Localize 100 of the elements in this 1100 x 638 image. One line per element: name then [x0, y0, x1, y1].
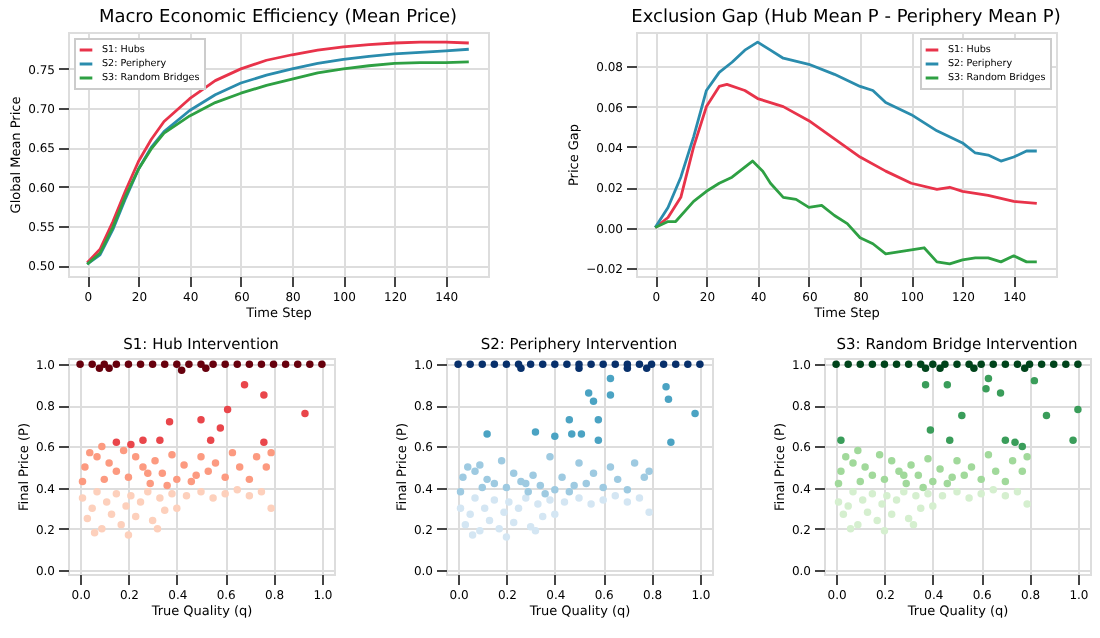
- point: [958, 411, 966, 420]
- point: [546, 496, 554, 504]
- point: [878, 500, 886, 508]
- point: [854, 520, 862, 529]
- point: [926, 426, 935, 434]
- point: [88, 360, 96, 368]
- point: [1062, 360, 1070, 368]
- point: [466, 510, 474, 519]
- point: [100, 475, 109, 484]
- point: [943, 381, 952, 389]
- point: [1023, 500, 1031, 508]
- point: [842, 453, 850, 461]
- point: [98, 442, 106, 451]
- point: [197, 487, 205, 496]
- line-series: [653, 83, 1039, 229]
- point: [245, 360, 254, 368]
- point: [293, 360, 302, 368]
- point: [1001, 477, 1010, 486]
- point: [173, 504, 181, 512]
- point: [647, 360, 656, 368]
- point: [645, 508, 653, 517]
- point: [269, 360, 278, 368]
- point: [497, 457, 506, 465]
- point: [476, 527, 484, 535]
- point: [664, 395, 673, 403]
- point: [582, 479, 590, 488]
- chart-title: Macro Economic Efficiency (Mean Price): [98, 8, 458, 28]
- point: [105, 364, 113, 373]
- point: [505, 498, 513, 506]
- point: [471, 494, 479, 502]
- point: [606, 463, 615, 471]
- point: [81, 463, 89, 471]
- point: [211, 459, 220, 467]
- point: [551, 485, 559, 494]
- point: [645, 467, 653, 475]
- point: [192, 471, 200, 479]
- point: [267, 448, 275, 457]
- point: [984, 374, 993, 383]
- point: [182, 492, 191, 500]
- point: [558, 473, 566, 482]
- point: [260, 438, 268, 447]
- point: [177, 366, 186, 375]
- point: [912, 492, 920, 500]
- point: [916, 360, 925, 368]
- point: [960, 471, 968, 479]
- point: [1074, 360, 1082, 368]
- point: [895, 467, 903, 475]
- point: [570, 481, 578, 490]
- point: [252, 453, 261, 461]
- point: [844, 502, 852, 510]
- point: [78, 494, 87, 502]
- point: [459, 473, 467, 482]
- point: [173, 475, 181, 484]
- point: [599, 483, 607, 492]
- point: [904, 514, 913, 523]
- point: [936, 364, 944, 373]
- point: [124, 360, 133, 368]
- point: [124, 531, 133, 539]
- point: [909, 520, 918, 529]
- point: [880, 475, 889, 484]
- point: [967, 463, 976, 471]
- point: [119, 446, 128, 455]
- point: [953, 457, 961, 465]
- point: [514, 504, 523, 512]
- point: [1025, 360, 1034, 368]
- point: [599, 496, 607, 504]
- point: [221, 490, 229, 498]
- point: [875, 450, 884, 459]
- point: [868, 490, 877, 498]
- point: [856, 477, 865, 486]
- point: [160, 506, 169, 514]
- point: [260, 391, 268, 399]
- point: [1001, 360, 1010, 368]
- point: [837, 467, 845, 475]
- point: [534, 500, 542, 508]
- point: [466, 360, 474, 368]
- point: [257, 487, 266, 496]
- point: [936, 465, 944, 473]
- point: [509, 518, 518, 527]
- point: [483, 430, 491, 438]
- point: [131, 453, 140, 461]
- point: [589, 469, 598, 477]
- point: [941, 360, 949, 368]
- point: [849, 459, 857, 467]
- point: [522, 494, 530, 502]
- point: [124, 473, 133, 482]
- point: [245, 492, 254, 500]
- point: [832, 360, 840, 368]
- point: [667, 438, 675, 447]
- point: [156, 494, 164, 502]
- point: [671, 360, 680, 368]
- point: [938, 492, 947, 500]
- point: [233, 485, 242, 494]
- point: [185, 360, 193, 368]
- point: [560, 498, 569, 506]
- point: [209, 494, 217, 502]
- point: [575, 459, 583, 467]
- point: [107, 510, 116, 519]
- point: [551, 360, 559, 368]
- point: [943, 479, 952, 488]
